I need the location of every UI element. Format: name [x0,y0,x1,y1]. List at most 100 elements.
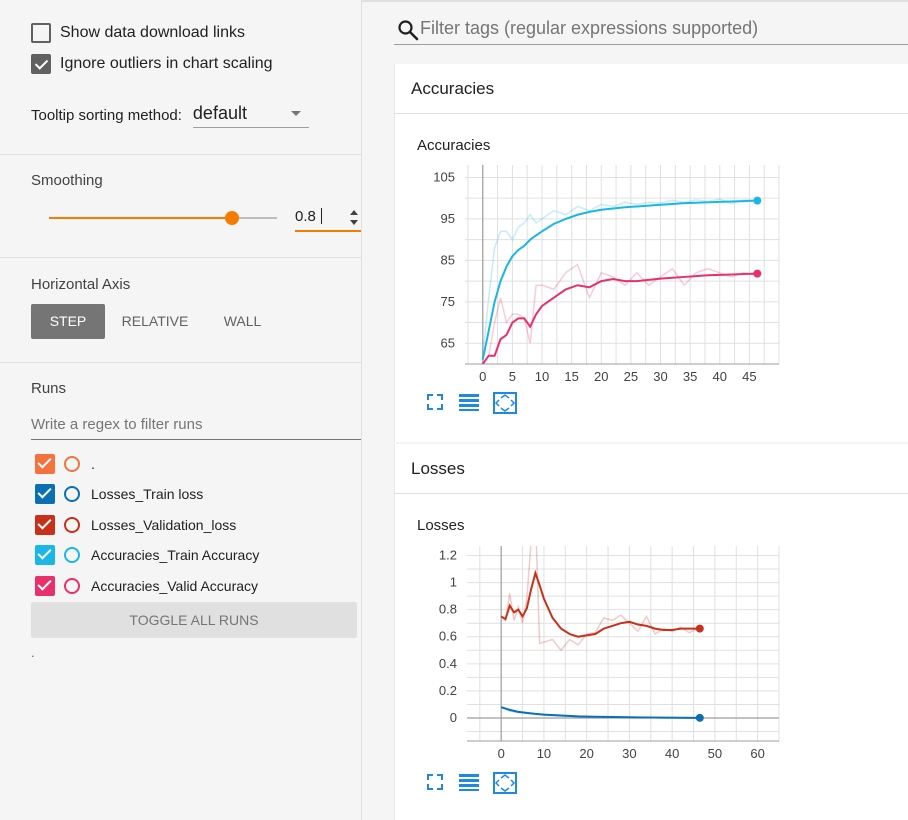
series-group [481,198,756,364]
accuracies-valid-accuracy-end-point [753,269,762,278]
toggle-all-runs-button[interactable]: TOGGLE ALL RUNS [31,602,357,638]
x-tick-label: 10 [537,746,551,761]
top-border [0,0,908,2]
run-label: Losses_Train loss [91,486,204,502]
accuracies-card-title: Accuracies [411,79,495,98]
accuracies-card-header[interactable]: Accuracies [394,64,908,114]
run-item[interactable]: Losses_Validation_loss [35,515,236,535]
run-color-circle-icon[interactable] [64,517,80,533]
data-table-icon[interactable] [457,772,481,792]
x-tick-label: 20 [579,746,593,761]
runs-title: Runs [31,380,67,397]
tooltip-sorting-select[interactable]: default [192,102,309,128]
smoothing-input[interactable]: 0.8 [295,204,361,232]
run-item[interactable]: Accuracies_Train Accuracy [35,545,259,565]
dropdown-arrow-icon [290,111,301,116]
x-tick-label: 60 [750,746,764,761]
run-color-circle-icon[interactable] [64,547,80,563]
fit-domain-icon[interactable] [493,392,517,414]
axis-relative-button[interactable]: RELATIVE [121,313,189,329]
losses-validation-loss-raw-line [500,546,699,652]
text-cursor [321,208,323,224]
y-tick-label: 85 [441,252,455,267]
accuracies-train-accuracy-line [481,199,756,361]
run-checkbox[interactable] [35,576,55,596]
show-download-links-label: Show data download links [60,24,246,41]
x-tick-label: 0 [498,746,505,761]
tag-filter-placeholder: Filter tags (regular expressions support… [420,18,759,38]
smoothing-title: Smoothing [31,172,103,189]
losses-validation-loss-line [500,569,698,638]
run-checkbox[interactable] [35,454,55,474]
run-filter-input[interactable]: Write a regex to filter runs [31,412,361,440]
tooltip-sorting-value: default [192,103,247,123]
y-tick-label: 75 [441,294,455,309]
x-tick-label: 10 [535,369,549,384]
run-checkbox[interactable] [35,515,55,535]
accuracies-valid-accuracy-raw-line [482,263,756,364]
losses-train-loss-line [500,706,698,719]
divider [0,362,362,363]
x-tick-label: 50 [708,746,722,761]
accuracies-train-accuracy-end-point [753,196,762,205]
y-tick-label: 0.4 [439,656,457,671]
x-tick-label: 40 [713,369,727,384]
losses-chart-toolbar [425,772,517,794]
axis-wall-button[interactable]: WALL [223,313,262,329]
tag-filter-input[interactable]: Filter tags (regular expressions support… [394,14,908,45]
accuracies-chart-title: Accuracies [417,137,491,154]
divider [0,154,362,155]
smoothing-slider-thumb[interactable] [225,211,239,225]
series-group [500,546,699,719]
run-item[interactable]: Accuracies_Valid Accuracy [35,576,258,596]
x-tick-label: 30 [653,369,667,384]
run-label: . [91,456,95,472]
run-color-circle-icon[interactable] [64,486,80,502]
run-item[interactable]: . [35,454,95,474]
checkbox-box[interactable] [31,54,51,74]
run-checkbox[interactable] [35,545,55,565]
losses-chart[interactable]: 0 10 20 30 40 50 60 0 0.2 0.4 0.6 0.8 1 1.2 [418,540,798,770]
y-tick-label: 1.2 [439,547,457,562]
ignore-outliers-checkbox[interactable]: Ignore outliers in chart scaling [31,54,273,74]
y-tick-label: 0.2 [439,683,457,698]
axis-step-button[interactable]: STEP [31,304,105,339]
fullscreen-icon[interactable] [425,772,445,792]
sidebar: Show data download links Ignore outliers… [0,0,362,820]
losses-train-loss-end-point [695,713,704,722]
checkbox-box[interactable] [31,23,51,43]
accuracies-chart[interactable]: 0 5 10 15 20 25 30 35 40 45 65 75 85 95 105 [418,160,798,388]
x-tick-label: 30 [622,746,636,761]
search-icon [398,20,419,41]
run-label: Accuracies_Train Accuracy [91,547,260,563]
fit-domain-icon[interactable] [493,772,517,794]
tooltip-sorting-label: Tooltip sorting method: [31,106,182,124]
x-tick-label: 35 [683,369,697,384]
accuracies-card [394,114,908,442]
sidebar-footer-text: . [31,645,35,660]
spin-down-icon[interactable] [350,220,358,225]
x-tick-label: 40 [665,746,679,761]
divider [0,257,362,258]
show-download-links-checkbox[interactable]: Show data download links [31,23,245,43]
y-tick-label: 95 [441,211,455,226]
smoothing-slider-fill [49,217,232,219]
data-table-icon[interactable] [457,392,481,412]
x-tick-label: 45 [742,369,756,384]
run-checkbox[interactable] [35,484,55,504]
losses-card-title: Losses [411,459,465,478]
run-color-circle-icon[interactable] [64,578,80,594]
y-tick-label: 0.6 [439,629,457,644]
x-tick-label: 0 [479,369,486,384]
run-label: Accuracies_Valid Accuracy [91,578,259,594]
y-tick-label: 0.8 [439,602,457,617]
losses-card-header[interactable]: Losses [394,444,908,494]
y-tick-label: 0 [450,710,457,725]
run-color-circle-icon[interactable] [64,456,80,472]
x-tick-label: 20 [594,369,608,384]
accuracies-chart-toolbar [425,392,517,414]
run-item[interactable]: Losses_Train loss [35,484,203,504]
fullscreen-icon[interactable] [425,392,445,412]
spin-up-icon[interactable] [350,210,358,215]
losses-validation-loss-end-point [695,624,704,633]
